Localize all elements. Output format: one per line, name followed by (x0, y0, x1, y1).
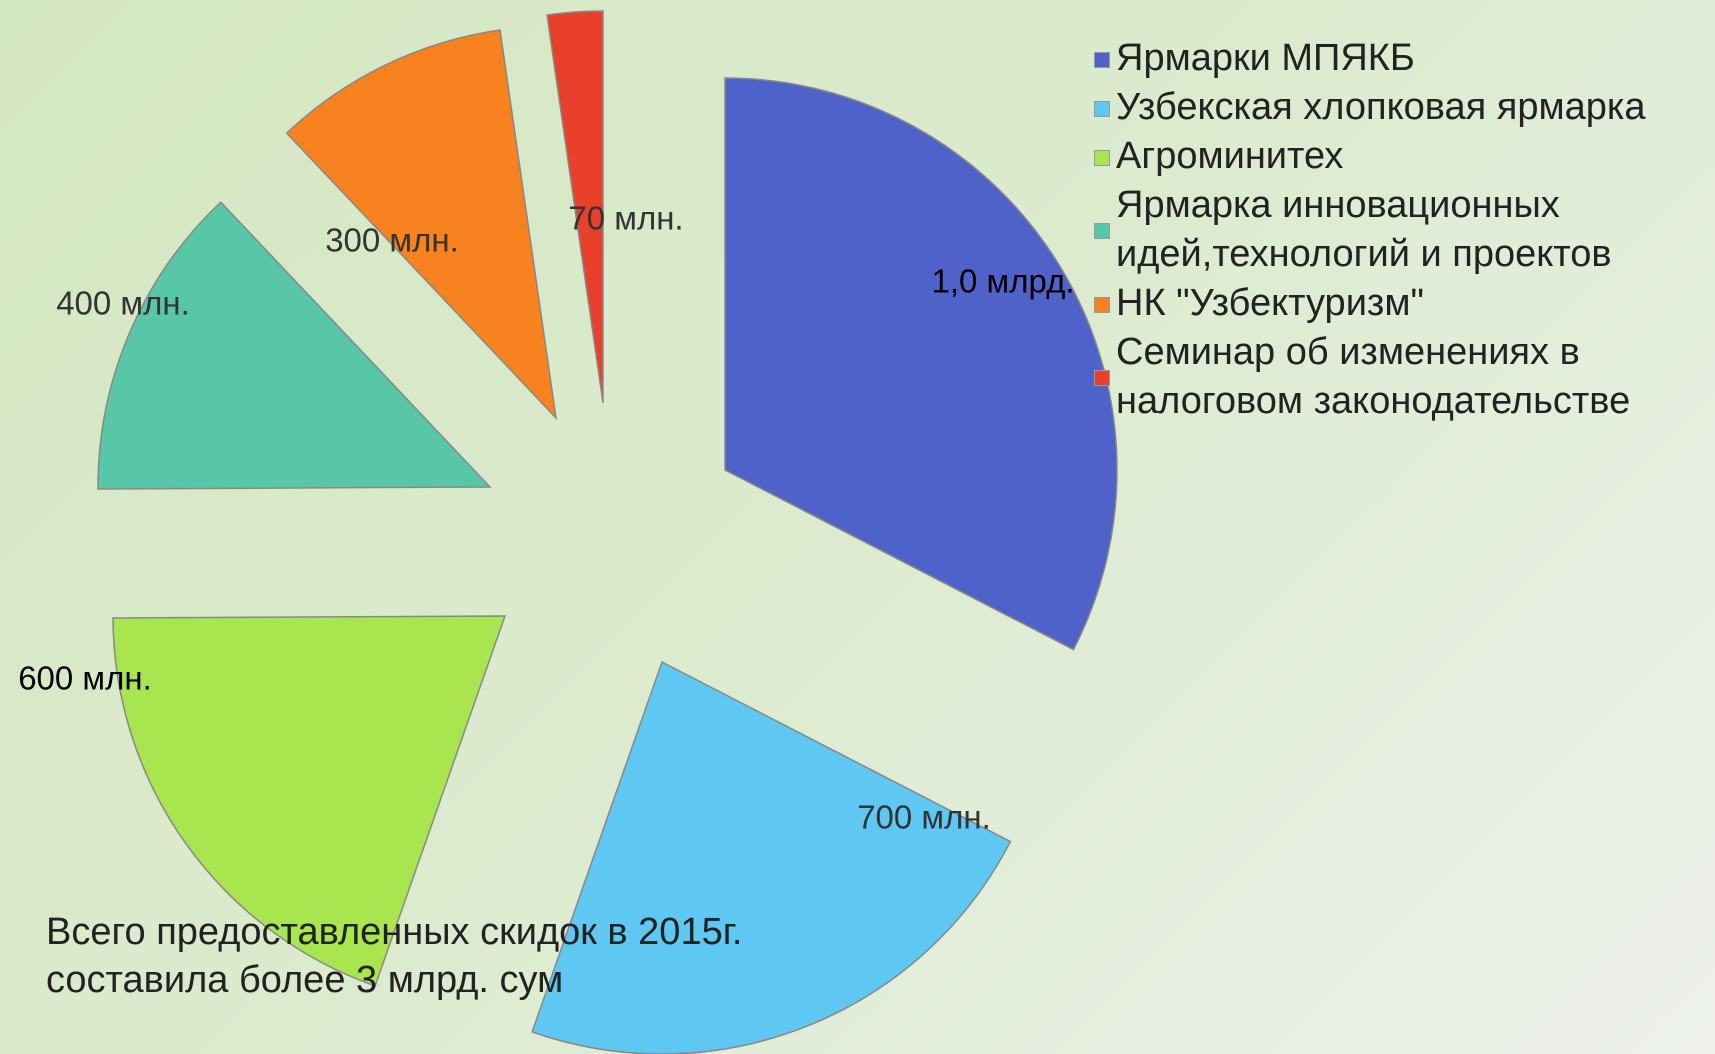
legend-label: НК "Узбектуризм" (1116, 282, 1424, 324)
legend-swatch (1094, 51, 1110, 68)
legend-label: Ярмарки МПЯКБ (1116, 37, 1415, 79)
legend-label: Агроминитех (1116, 135, 1344, 177)
legend-item: Агроминитех (1090, 132, 1700, 181)
legend-label: Семинар об изменениях в налоговом законо… (1116, 331, 1631, 422)
data-label: 600 млн. (18, 660, 152, 697)
pie-slice (97, 201, 492, 490)
data-label: 1,0 млрд. (931, 263, 1074, 300)
data-label: 70 млн. (568, 200, 683, 237)
legend-label: Узбекская хлопковая ярмарка (1116, 86, 1646, 128)
legend-item: Ярмарка инновационных идей,технологий и … (1090, 181, 1700, 279)
pie-slice (546, 10, 604, 404)
legend-swatch (1094, 149, 1110, 166)
data-label: 700 млн. (857, 799, 991, 836)
data-label: 300 млн. (325, 222, 459, 259)
annotation: Всего предоставленных скидок в 2015г. со… (46, 911, 743, 1001)
pie-slice (724, 77, 1118, 651)
legend: Ярмарки МПЯКБ Узбекская хлопковая ярмарка… (1090, 34, 1700, 426)
pie-slice (112, 615, 507, 987)
legend-item: Узбекская хлопковая ярмарка (1090, 83, 1700, 132)
legend-item: Семинар об изменениях в налоговом законо… (1090, 328, 1700, 426)
legend-swatch (1094, 223, 1110, 239)
legend-item: Ярмарки МПЯКБ (1090, 34, 1700, 83)
pie-slice (531, 660, 1012, 1054)
legend-label: Ярмарка инновационных идей,технологий и … (1116, 184, 1612, 275)
legend-item: НК "Узбектуризм" (1090, 279, 1700, 328)
data-label: 400 млн. (56, 285, 190, 322)
legend-swatch (1094, 100, 1110, 117)
pie-slice (285, 29, 558, 421)
legend-swatch (1094, 296, 1110, 313)
legend-swatch (1094, 370, 1110, 386)
